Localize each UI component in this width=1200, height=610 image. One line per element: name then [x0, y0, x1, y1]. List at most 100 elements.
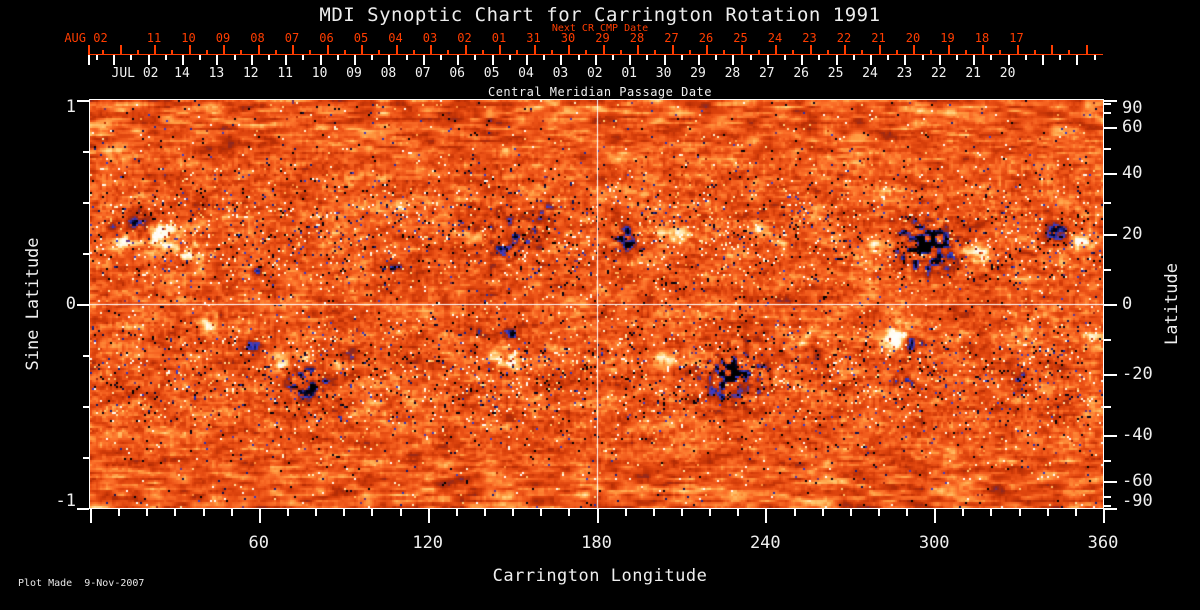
white-day-minor-tick [577, 55, 580, 60]
red-day-label: 06 [319, 31, 334, 45]
red-day-tick [913, 45, 915, 55]
red-day-label: 10 [181, 31, 196, 45]
white-day-minor-tick [715, 55, 718, 60]
white-day-tick [113, 55, 116, 65]
red-day-minor-tick [240, 50, 243, 55]
white-day-minor-tick [302, 55, 305, 60]
white-day-tick [938, 55, 941, 65]
chart-title: MDI Synoptic Chart for Carrington Rotati… [319, 4, 881, 26]
bottom-tick [990, 509, 993, 516]
red-day-label: 03 [422, 31, 438, 45]
bottom-tick [371, 509, 374, 516]
white-day-tick [147, 55, 150, 65]
bottom-tick [793, 509, 796, 516]
bottom-tick-label: 60 [248, 533, 270, 553]
red-day-label: 29 [595, 31, 610, 45]
white-day-minor-tick [440, 55, 442, 60]
next-cr-cmp-date-label: Next CR CMP Date [551, 23, 649, 34]
bottom-tick [962, 509, 965, 516]
red-day-minor-tick [343, 50, 346, 55]
red-day-tick [568, 45, 570, 55]
white-day-tick [594, 55, 597, 65]
bottom-tick [596, 509, 599, 523]
red-day-tick [499, 45, 501, 55]
red-day-tick [1085, 45, 1088, 55]
right-tick [1104, 172, 1117, 175]
white-day-tick [560, 55, 563, 65]
white-day-label: 13 [208, 66, 225, 81]
red-day-tick [292, 45, 294, 55]
left-tick [77, 100, 89, 102]
red-day-label: 09 [215, 31, 231, 45]
red-day-minor-tick [412, 50, 415, 55]
red-day-minor-tick [619, 50, 622, 55]
bottom-tick [230, 509, 233, 516]
white-day-minor-tick [956, 55, 958, 60]
bottom-tick [877, 509, 880, 516]
right-tick [1104, 103, 1111, 106]
white-day-minor-tick [1093, 55, 1096, 60]
white-day-label: 20 [999, 66, 1016, 81]
bottom-tick [737, 509, 740, 516]
white-day-label: 24 [862, 66, 878, 81]
red-day-tick [1051, 45, 1053, 55]
white-day-minor-tick [405, 55, 408, 60]
white-day-minor-tick [1024, 55, 1027, 60]
bottom-tick [427, 509, 430, 523]
bottom-tick [652, 509, 655, 516]
bottom-tick-label: 300 [918, 533, 950, 553]
white-day-label: 05 [483, 66, 500, 81]
red-day-label: 31 [526, 31, 541, 45]
red-day-tick [671, 45, 674, 55]
red-day-minor-tick [205, 50, 208, 55]
white-day-tick [319, 55, 322, 65]
plot-frame [89, 99, 1104, 509]
bottom-axis-title: Carrington Longitude [492, 566, 708, 586]
white-day-label: 08 [380, 66, 397, 81]
white-day-minor-tick [990, 55, 993, 60]
bottom-tick [343, 509, 346, 516]
white-day-minor-tick [1059, 55, 1062, 60]
red-day-minor-tick [861, 50, 864, 55]
bottom-tick [1046, 509, 1049, 516]
white-day-tick [526, 55, 528, 65]
red-day-tick [878, 45, 881, 55]
red-day-tick [947, 45, 950, 55]
right-tick [1104, 480, 1117, 483]
left-tick [83, 151, 89, 153]
red-day-tick [740, 45, 743, 55]
bottom-tick [568, 509, 571, 516]
white-day-label: 22 [930, 66, 947, 81]
bottom-tick [483, 509, 486, 516]
white-day-label: 06 [449, 66, 466, 81]
bottom-tick [118, 509, 121, 516]
white-day-label: 11 [277, 66, 294, 81]
left-tick [83, 406, 89, 408]
white-day-tick [457, 55, 460, 65]
left-tick [77, 304, 89, 306]
white-day-tick [1076, 55, 1079, 65]
left-tick [83, 355, 89, 357]
red-day-label: 24 [767, 31, 783, 45]
right-tick [1104, 147, 1111, 150]
right-tick [1104, 435, 1117, 438]
white-day-minor-tick [268, 55, 270, 60]
red-day-label: 23 [802, 31, 817, 45]
white-day-minor-tick [233, 55, 236, 60]
bottom-tick-label: 180 [581, 533, 612, 553]
white-day-tick [388, 55, 391, 65]
red-day-minor-tick [999, 50, 1002, 55]
bottom-tick [512, 509, 515, 516]
left-tick-label: 1 [65, 97, 76, 117]
red-day-minor-tick [688, 50, 691, 55]
white-day-label: 03 [552, 66, 569, 81]
bottom-tick [765, 509, 768, 523]
white-day-minor-tick [887, 55, 890, 60]
white-day-minor-tick [612, 55, 614, 60]
bottom-tick [90, 509, 92, 523]
white-day-tick [973, 55, 976, 65]
red-day-tick [809, 45, 812, 55]
white-day-tick [216, 55, 219, 65]
red-day-minor-tick [136, 50, 139, 55]
